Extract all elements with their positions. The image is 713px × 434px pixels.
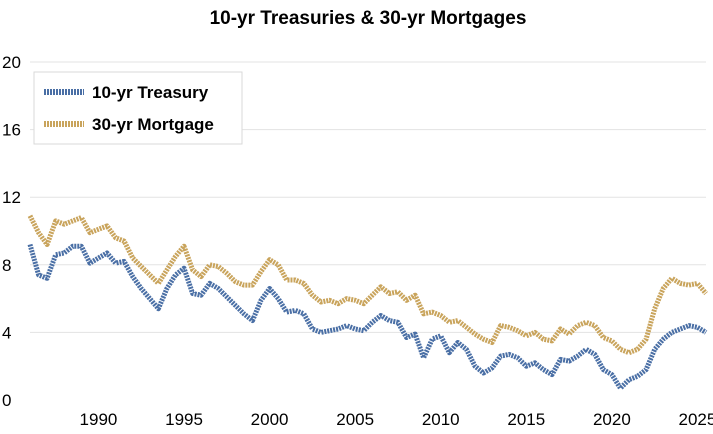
y-tick-label: 16 <box>2 121 21 140</box>
chart-title: 10-yr Treasuries & 30-yr Mortgages <box>210 8 527 29</box>
x-axis: 1990 1995 2000 2005 2010 2015 2020 2025 <box>80 410 713 429</box>
legend: 10-yr Treasury 30-yr Mortgage <box>33 71 243 145</box>
x-tick-label: 2005 <box>336 410 374 429</box>
series-line-mortgage <box>27 214 708 356</box>
x-tick-label: 1990 <box>80 410 118 429</box>
x-tick-label: 2000 <box>251 410 289 429</box>
legend-box <box>33 71 243 145</box>
y-tick-label: 8 <box>2 256 11 275</box>
y-axis: 0 4 8 12 16 20 <box>2 53 21 410</box>
series-line-treasury <box>27 243 708 391</box>
x-tick-label: 2020 <box>593 410 631 429</box>
y-tick-label: 12 <box>2 188 21 207</box>
y-tick-label: 0 <box>2 391 11 410</box>
y-tick-label: 20 <box>2 53 21 72</box>
series-lines <box>27 214 708 391</box>
x-tick-label: 2025 <box>679 410 713 429</box>
x-tick-label: 2010 <box>422 410 460 429</box>
y-tick-label: 4 <box>2 323 11 342</box>
x-tick-label: 1995 <box>165 410 203 429</box>
legend-label-treasury: 10-yr Treasury <box>92 83 209 102</box>
legend-label-mortgage: 30-yr Mortgage <box>92 115 214 134</box>
x-tick-label: 2015 <box>507 410 545 429</box>
